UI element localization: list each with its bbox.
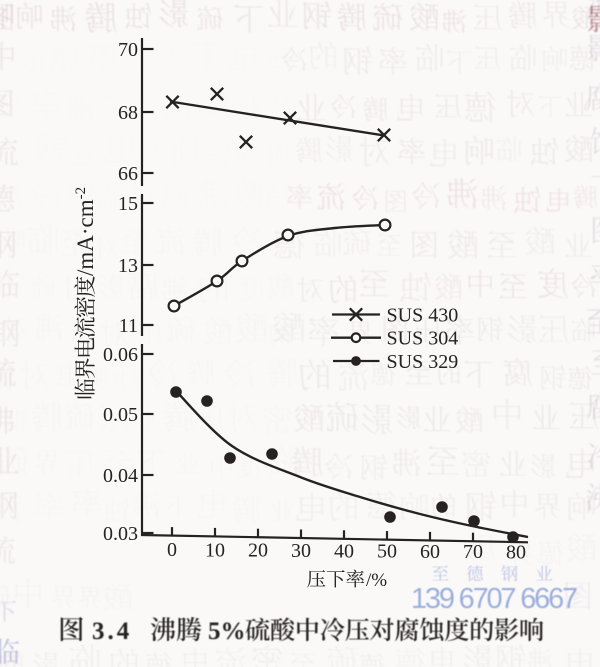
svg-text:/%: /% (366, 570, 387, 591)
svg-text:0.03: 0.03 (103, 523, 138, 545)
svg-text:0.04: 0.04 (103, 465, 138, 487)
svg-text:0: 0 (167, 539, 177, 561)
svg-text:SUS 430: SUS 430 (387, 305, 459, 327)
svg-text:10: 10 (205, 539, 225, 561)
svg-text:66: 66 (118, 163, 138, 185)
svg-text:SUS 329: SUS 329 (387, 351, 459, 373)
svg-text:70: 70 (118, 39, 138, 61)
svg-text:13: 13 (118, 255, 138, 277)
svg-text:40: 40 (334, 540, 354, 562)
svg-text:0.05: 0.05 (103, 404, 138, 426)
svg-text:139 6707 6667: 139 6707 6667 (411, 583, 577, 615)
svg-text:50: 50 (377, 541, 397, 563)
svg-text:11: 11 (119, 315, 138, 337)
svg-text:80: 80 (506, 542, 526, 564)
svg-text:60: 60 (420, 541, 440, 563)
svg-text:SUS 304: SUS 304 (387, 328, 459, 350)
svg-text:68: 68 (118, 102, 138, 124)
svg-text:15: 15 (118, 193, 138, 215)
svg-text:0.06: 0.06 (103, 344, 138, 366)
svg-text:3.4: 3.4 (92, 618, 132, 645)
svg-text:5%: 5% (208, 618, 246, 645)
svg-text:20: 20 (248, 540, 268, 562)
svg-text:/mA·cm-2: /mA·cm-2 (73, 187, 98, 276)
svg-text:70: 70 (463, 541, 483, 563)
svg-text:30: 30 (291, 540, 311, 562)
